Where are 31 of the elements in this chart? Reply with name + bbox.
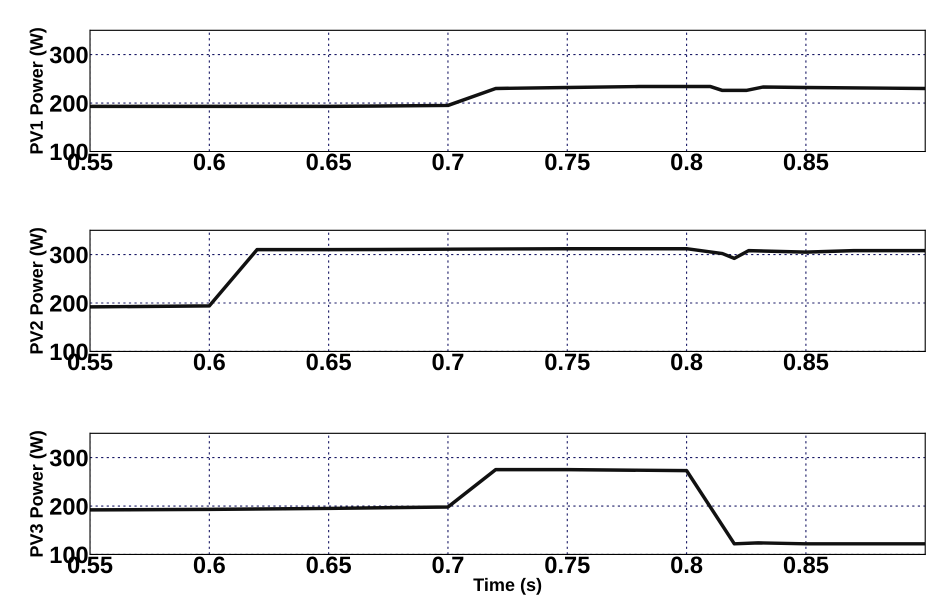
x-tick-label: 0.8: [671, 353, 702, 370]
y-axis-title: PV3 Power (W): [30, 431, 46, 556]
x-tick-label: 0.85: [784, 154, 828, 170]
x-tick-label: 0.75: [545, 353, 590, 370]
y-tick-label: 200: [50, 498, 88, 515]
x-axis-title: Time (s): [473, 578, 542, 595]
y-tick-label: 300: [50, 450, 88, 466]
x-tick-label: 0.65: [306, 154, 351, 170]
y-tick-label: 200: [50, 295, 88, 312]
x-tick-label: 0.8: [671, 154, 702, 170]
y-tick-label: 300: [50, 46, 88, 64]
x-tick-label: 0.85: [784, 556, 828, 574]
x-tick-label: 0.6: [194, 154, 225, 170]
x-tick-label: 0.7: [432, 353, 464, 370]
x-tick-label: 0.7: [432, 154, 464, 170]
x-tick-label: 0.8: [671, 556, 702, 574]
x-tick-label: 0.85: [784, 353, 828, 370]
x-tick-label: 0.65: [306, 353, 351, 370]
line-series: [90, 468, 926, 546]
y-tick-label: 300: [50, 246, 88, 264]
line-series: [90, 84, 926, 108]
x-tick-label: 0.75: [545, 556, 590, 574]
line-series: [90, 246, 926, 309]
x-tick-label: 0.65: [306, 556, 351, 574]
x-tick-label: 0.7: [432, 556, 464, 574]
y-tick-label: 200: [50, 95, 88, 112]
x-tick-label: 0.6: [194, 556, 225, 574]
y-axis-title: PV2 Power (W): [30, 228, 46, 354]
x-tick-label: 0.75: [545, 154, 590, 170]
x-tick-label: 0.6: [194, 353, 225, 370]
y-axis-title: PV1 Power (W): [30, 28, 46, 154]
